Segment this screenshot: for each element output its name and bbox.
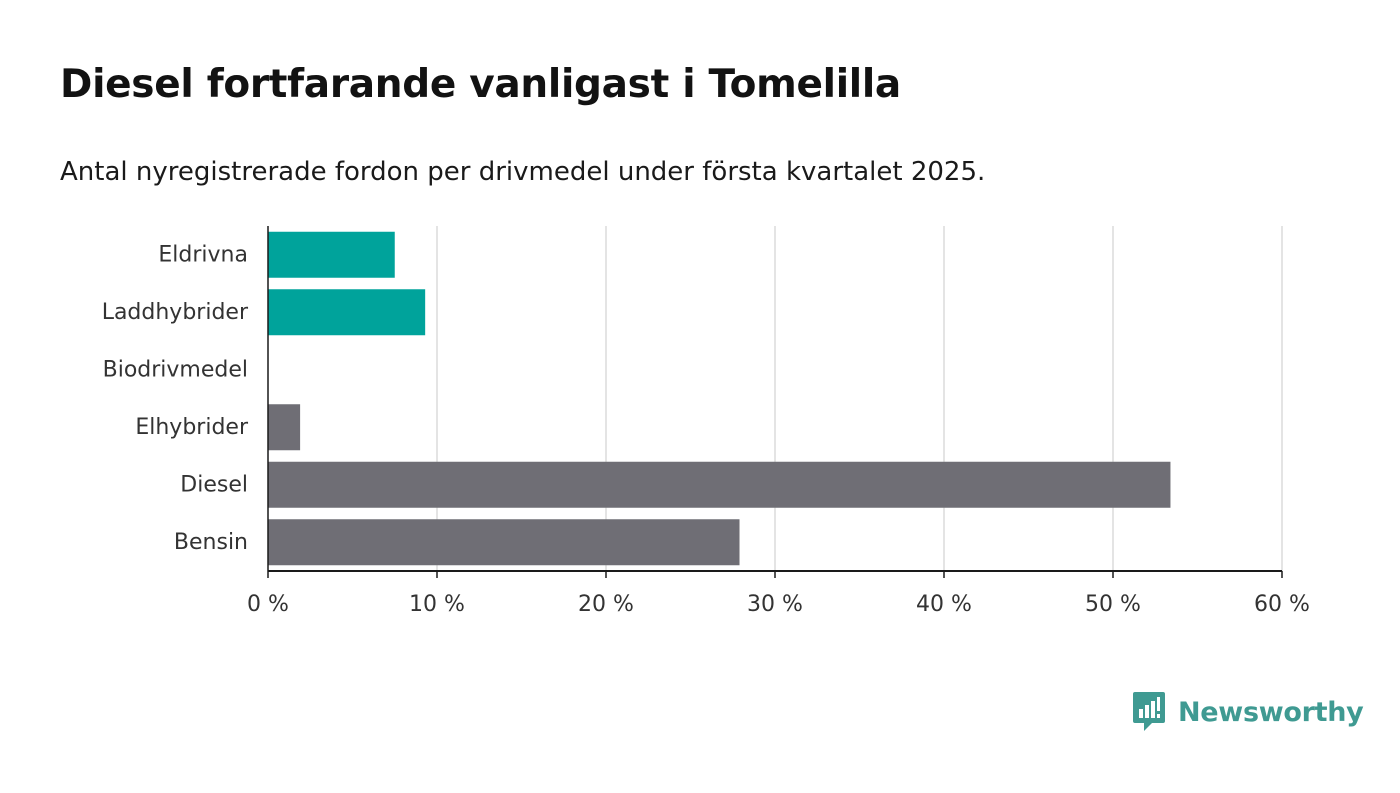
x-tick-label: 30 % <box>747 592 803 617</box>
category-label: Bensin <box>174 530 248 555</box>
chart-subtitle: Antal nyregistrerade fordon per drivmede… <box>60 157 986 187</box>
x-tick-label: 40 % <box>916 592 972 617</box>
x-tick-label: 60 % <box>1254 592 1310 617</box>
bar <box>268 404 301 451</box>
bar <box>268 519 740 566</box>
x-tick-label: 50 % <box>1085 592 1141 617</box>
x-tick-label: 0 % <box>247 592 289 617</box>
category-label: Eldrivna <box>158 242 248 267</box>
x-tick-label: 10 % <box>409 592 465 617</box>
x-tick-label: 20 % <box>578 592 634 617</box>
brand-logo: Newsworthy <box>1132 691 1364 733</box>
category-label: Biodrivmedel <box>103 357 248 382</box>
grid-lines <box>436 226 1283 571</box>
category-labels: Eldrivna Laddhybrider Biodrivmedel Elhybrid… <box>102 242 249 555</box>
x-axis: 0 % 10 % 20 % 30 % 40 % 50 % 60 % <box>247 226 1310 617</box>
brand-name: Newsworthy <box>1178 696 1364 728</box>
category-label: Diesel <box>180 472 248 497</box>
bars <box>268 231 1171 566</box>
bar <box>268 231 395 278</box>
category-label: Elhybrider <box>135 415 249 440</box>
bar <box>268 461 1171 508</box>
category-label: Laddhybrider <box>102 300 249 325</box>
newsworthy-logo-icon <box>1133 692 1165 731</box>
bar <box>268 289 426 336</box>
chart-title: Diesel fortfarande vanligast i Tomelilla <box>60 62 901 107</box>
